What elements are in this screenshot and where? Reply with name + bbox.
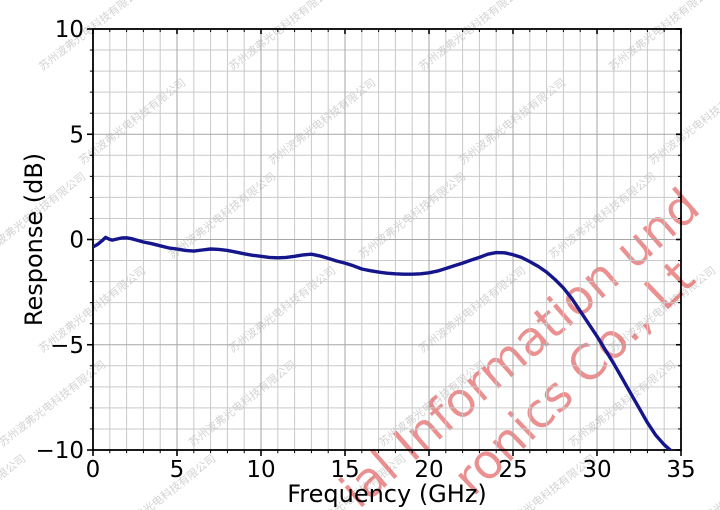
x-tick-label: 25 — [498, 457, 527, 483]
x-tick-label: 10 — [246, 457, 275, 483]
x-tick-label: 20 — [414, 457, 443, 483]
x-tick-label: 30 — [582, 457, 611, 483]
y-tick-label: −5 — [50, 333, 84, 359]
y-tick-label: 5 — [69, 122, 84, 148]
y-tick-label: −10 — [35, 438, 84, 464]
x-tick-label: 15 — [330, 457, 359, 483]
y-axis-label: Response (dB) — [20, 153, 48, 326]
x-tick-label: 5 — [170, 457, 185, 483]
response-curve — [93, 235, 673, 450]
plot-spines — [92, 28, 682, 451]
y-tick-label: 0 — [69, 228, 84, 254]
x-tick-label: 0 — [86, 457, 101, 483]
y-tick-label: 10 — [55, 17, 84, 43]
x-tick-label: 35 — [666, 457, 695, 483]
x-axis-label: Frequency (GHz) — [287, 480, 487, 508]
